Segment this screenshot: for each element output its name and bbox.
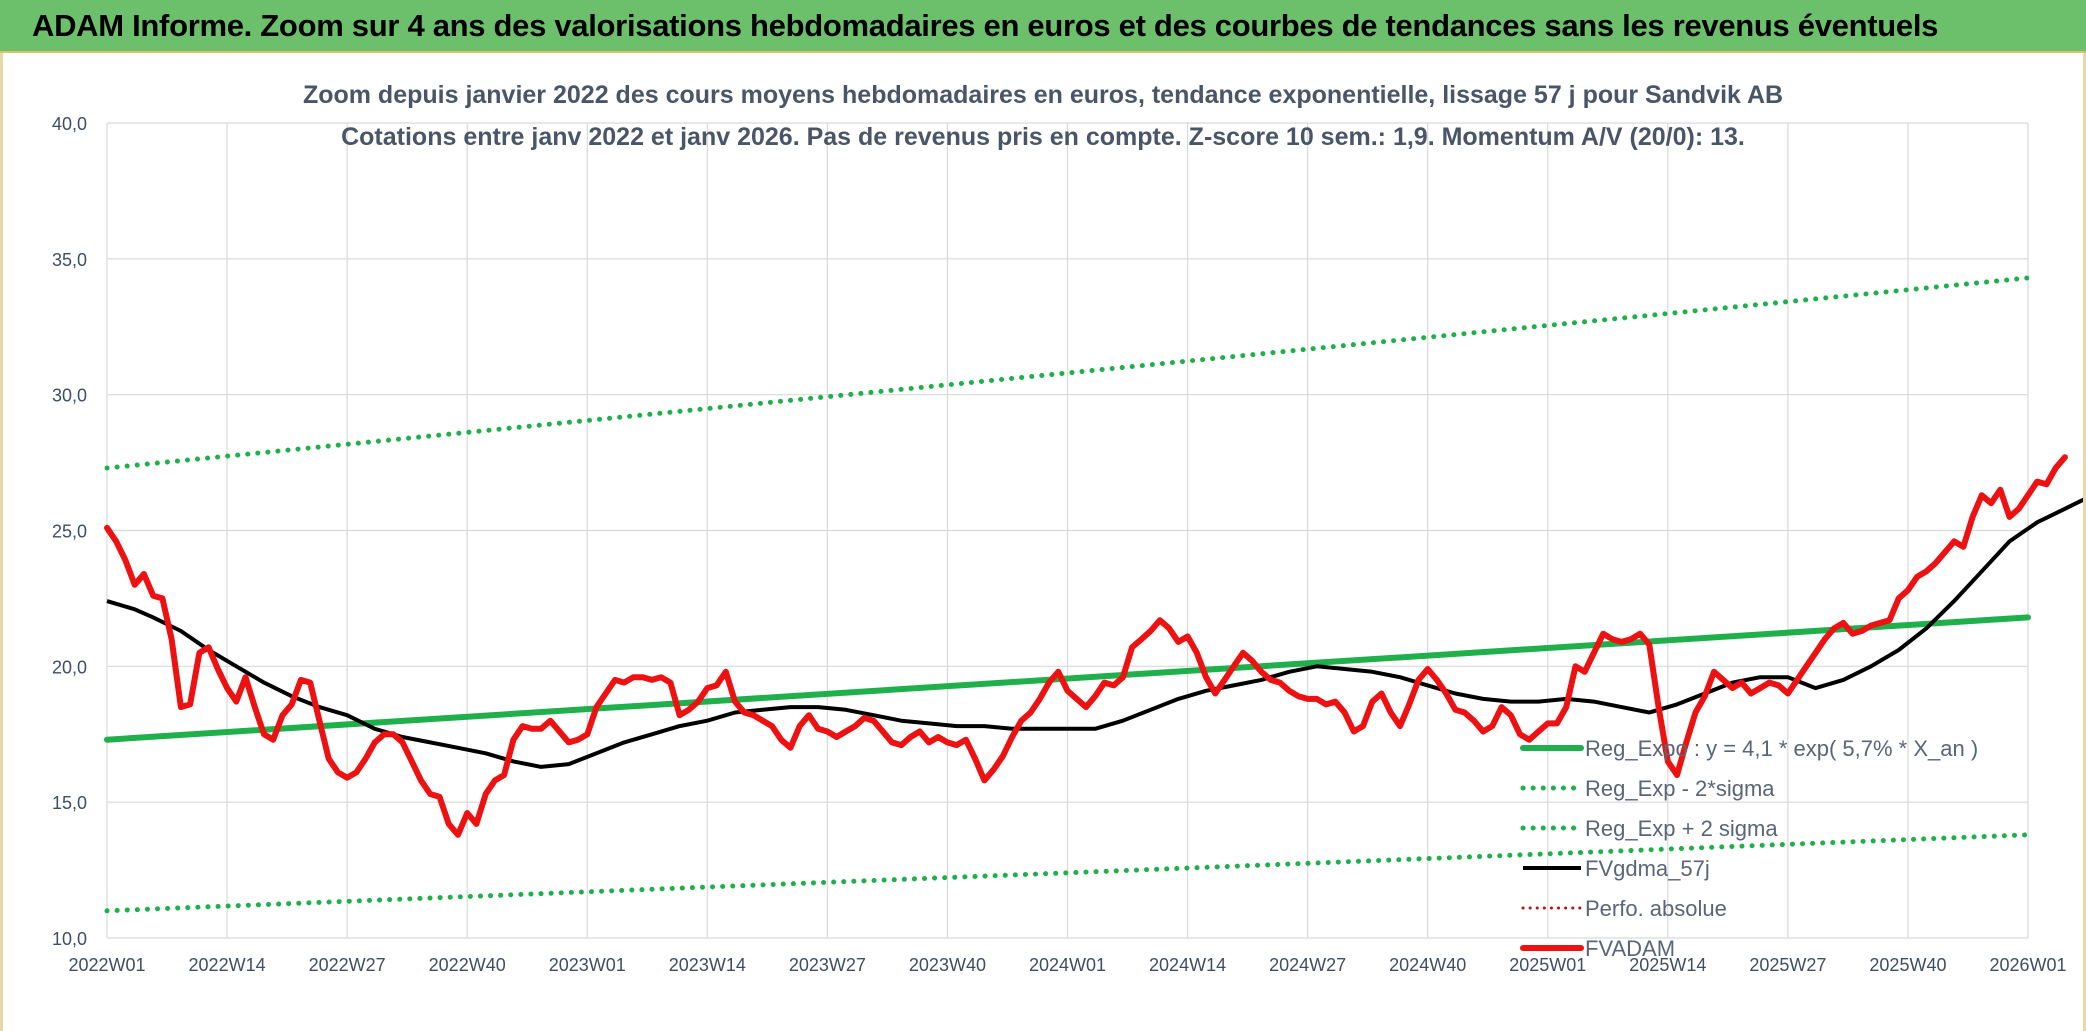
legend-label: Reg_Expo : y = 4,1 * exp( 5,7% * X_an ) — [1585, 736, 1978, 761]
y-tick-label: 40,0 — [52, 114, 87, 134]
x-tick-label: 2022W40 — [429, 955, 506, 975]
legend: Reg_Expo : y = 4,1 * exp( 5,7% * X_an ) R… — [1520, 736, 1978, 961]
series-line-3 — [106, 497, 2083, 769]
x-tick-label: 2026W01 — [1989, 955, 2066, 975]
x-tick-label: 2024W14 — [1149, 955, 1226, 975]
x-tick-label: 2025W14 — [1629, 955, 1706, 975]
legend-label: Reg_Exp + 2 sigma — [1585, 816, 1778, 841]
series-line-5 — [104, 454, 2068, 838]
x-tick-label: 2022W14 — [189, 955, 266, 975]
y-tick-label: 35,0 — [52, 250, 87, 270]
x-tick-label: 2025W27 — [1749, 955, 1826, 975]
legend-label: FVADAM — [1585, 936, 1675, 961]
report-title: ADAM Informe. Zoom sur 4 ans des valoris… — [32, 8, 1939, 43]
chart: 10,0 15,0 20,0 25,0 30,0 35,0 40,0 2022W01 2022W… — [52, 81, 2083, 975]
x-tick-label: 2025W01 — [1509, 955, 1586, 975]
series — [104, 275, 2083, 914]
series-line-1 — [104, 832, 2031, 914]
y-tick-label: 25,0 — [52, 522, 87, 542]
x-tick-label: 2022W01 — [68, 955, 145, 975]
axis-ticks: 10,0 15,0 20,0 25,0 30,0 35,0 40,0 2022W01 2022W… — [52, 114, 2067, 975]
series-line-2 — [104, 275, 2031, 471]
chart-frame: 10,0 15,0 20,0 25,0 30,0 35,0 40,0 2022W01 2022W… — [0, 53, 2086, 1031]
x-tick-label: 2023W14 — [669, 955, 746, 975]
y-tick-label: 20,0 — [52, 657, 87, 677]
y-tick-label: 15,0 — [52, 793, 87, 813]
legend-label: Perfo. absolue — [1585, 896, 1727, 921]
x-tick-label: 2022W27 — [309, 955, 386, 975]
x-tick-label: 2025W40 — [1869, 955, 1946, 975]
y-tick-label: 10,0 — [52, 929, 87, 949]
grid — [106, 122, 2029, 939]
series-line-0 — [104, 614, 2031, 743]
legend-label: Reg_Exp - 2*sigma — [1585, 776, 1775, 801]
chart-title-line-1: Zoom depuis janvier 2022 des cours moyen… — [303, 81, 1783, 109]
x-tick-label: 2024W01 — [1029, 955, 1106, 975]
x-tick-label: 2023W40 — [909, 955, 986, 975]
report-banner: ADAM Informe. Zoom sur 4 ans des valoris… — [0, 0, 2086, 53]
x-tick-label: 2024W40 — [1389, 955, 1466, 975]
x-tick-label: 2023W01 — [549, 955, 626, 975]
x-tick-label: 2024W27 — [1269, 955, 1346, 975]
x-tick-label: 2023W27 — [789, 955, 866, 975]
chart-title-line-2: Cotations entre janv 2022 et janv 2026. … — [341, 123, 1745, 151]
y-tick-label: 30,0 — [52, 386, 87, 406]
legend-label: FVgdma_57j — [1585, 856, 1710, 881]
